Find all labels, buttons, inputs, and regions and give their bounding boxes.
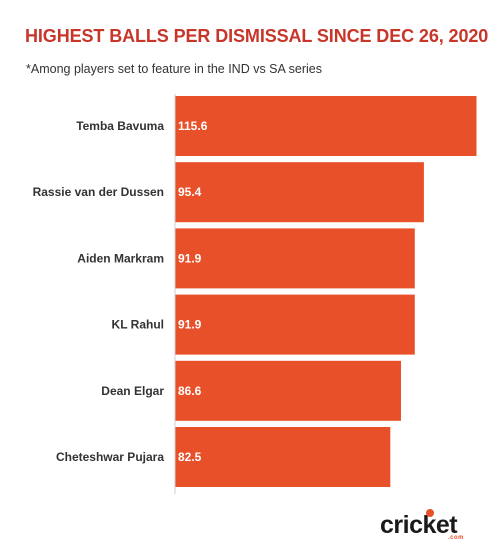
value-label: 115.6 (178, 119, 208, 133)
bar-4 (175, 360, 401, 421)
chart-title: HIGHEST BALLS PER DISMISSAL SINCE DEC 26… (25, 26, 489, 46)
value-label: 91.9 (178, 318, 202, 332)
logo-text: cricket (380, 511, 458, 539)
logo-dot-icon (426, 509, 434, 517)
category-label: KL Rahul (112, 318, 164, 332)
bar-1 (175, 162, 424, 223)
category-label: Cheteshwar Pujara (56, 450, 164, 464)
cricket-com-logo: cricket (380, 509, 458, 539)
category-label: Rassie van der Dussen (33, 185, 164, 199)
bar-5 (175, 427, 391, 487)
category-label: Dean Elgar (101, 384, 164, 398)
value-label: 86.6 (178, 384, 202, 398)
category-label: Temba Bavuma (76, 119, 164, 133)
chart-subtitle: *Among players set to feature in the IND… (26, 62, 322, 76)
value-label: 95.4 (178, 185, 202, 199)
category-label: Aiden Markram (77, 251, 164, 265)
bar-0 (175, 96, 477, 156)
value-label: 82.5 (178, 450, 202, 464)
logo-subtext: .com (448, 535, 465, 541)
value-label: 91.9 (178, 251, 202, 265)
bar-2 (175, 228, 415, 289)
bar-3 (175, 294, 415, 355)
